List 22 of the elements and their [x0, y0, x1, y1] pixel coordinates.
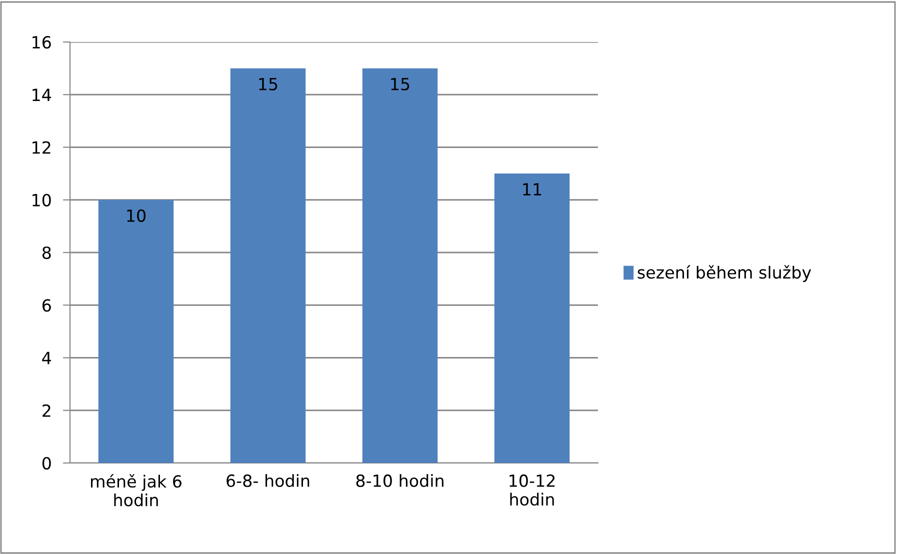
- y-tick-label: 14: [32, 88, 52, 101]
- y-tick-label: 12: [32, 141, 50, 154]
- x-tick-label: 8-10 hodin: [356, 474, 444, 488]
- data-label: 15: [391, 78, 410, 90]
- data-label: 11: [523, 183, 542, 196]
- y-tick-label: 16: [32, 36, 51, 49]
- data-label: 15: [259, 78, 278, 90]
- data-label: 10: [127, 209, 146, 222]
- y-tick-label: 0: [42, 456, 51, 470]
- x-tick-label: 6-8- hodin: [226, 474, 310, 488]
- bar: [230, 68, 306, 463]
- y-tick-label: 8: [42, 246, 51, 260]
- legend-label: sezení během služby: [638, 265, 812, 282]
- x-tick-label: méně jak 6 hodin: [91, 474, 182, 506]
- x-tick-label: 10-12 hodin: [510, 474, 555, 506]
- y-tick-label: 4: [42, 352, 52, 364]
- y-tick-label: 10: [32, 194, 51, 206]
- y-tick-label: 6: [42, 299, 51, 312]
- bar: [362, 68, 438, 463]
- y-tick-label: 2: [42, 404, 50, 417]
- bar: [98, 200, 174, 463]
- bar: [494, 174, 570, 463]
